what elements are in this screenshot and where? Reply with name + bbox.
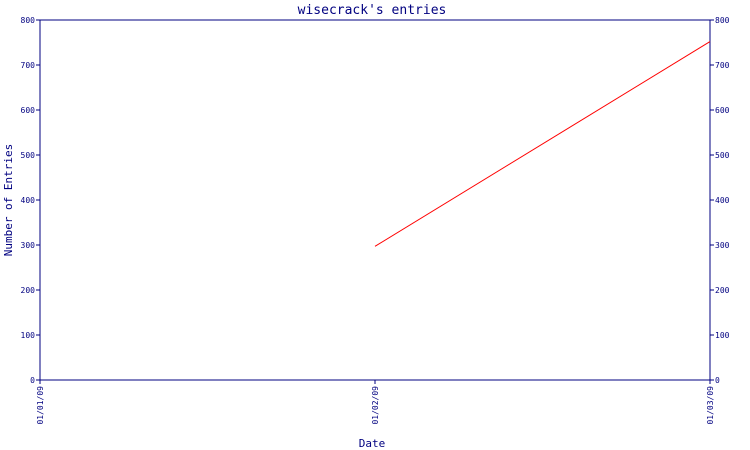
y-tick-label-left: 200 bbox=[21, 286, 36, 295]
series-line bbox=[374, 41, 711, 247]
y-tick-label-left: 500 bbox=[21, 151, 36, 160]
y-tick-label-right: 200 bbox=[715, 286, 730, 295]
y-tick-label-right: 100 bbox=[715, 331, 730, 340]
y-tick-label-right: 300 bbox=[715, 241, 730, 250]
x-tick-label: 01/01/09 bbox=[36, 386, 45, 425]
y-tick-label-right: 600 bbox=[715, 106, 730, 115]
y-axis-label: Number of Entries bbox=[2, 144, 15, 257]
y-tick-label-left: 800 bbox=[21, 16, 36, 25]
y-axis-right: 0 100 200 300 400 500 600 700 800 bbox=[710, 16, 730, 385]
y-tick-label-right: 0 bbox=[715, 376, 720, 385]
y-axis-left: 0 100 200 300 400 500 600 700 800 bbox=[21, 16, 40, 385]
y-tick-label-left: 700 bbox=[21, 61, 36, 70]
y-tick-label-right: 500 bbox=[715, 151, 730, 160]
x-tick-label: 01/03/09 bbox=[706, 386, 715, 425]
plot-frame bbox=[39, 19, 711, 381]
y-tick-label-right: 800 bbox=[715, 16, 730, 25]
y-tick-label-left: 600 bbox=[21, 106, 36, 115]
x-axis-label: Date bbox=[359, 437, 386, 450]
series-layer bbox=[374, 41, 711, 247]
y-tick-label-right: 700 bbox=[715, 61, 730, 70]
x-tick-label: 01/02/09 bbox=[371, 386, 380, 425]
y-tick-label-left: 0 bbox=[30, 376, 35, 385]
y-tick-label-left: 300 bbox=[21, 241, 36, 250]
y-tick-label-right: 400 bbox=[715, 196, 730, 205]
y-tick-label-left: 100 bbox=[21, 331, 36, 340]
x-axis: 01/01/09 01/02/09 01/03/09 bbox=[36, 380, 715, 425]
chart-title: wisecrack's entries bbox=[298, 3, 447, 18]
y-tick-label-left: 400 bbox=[21, 196, 36, 205]
